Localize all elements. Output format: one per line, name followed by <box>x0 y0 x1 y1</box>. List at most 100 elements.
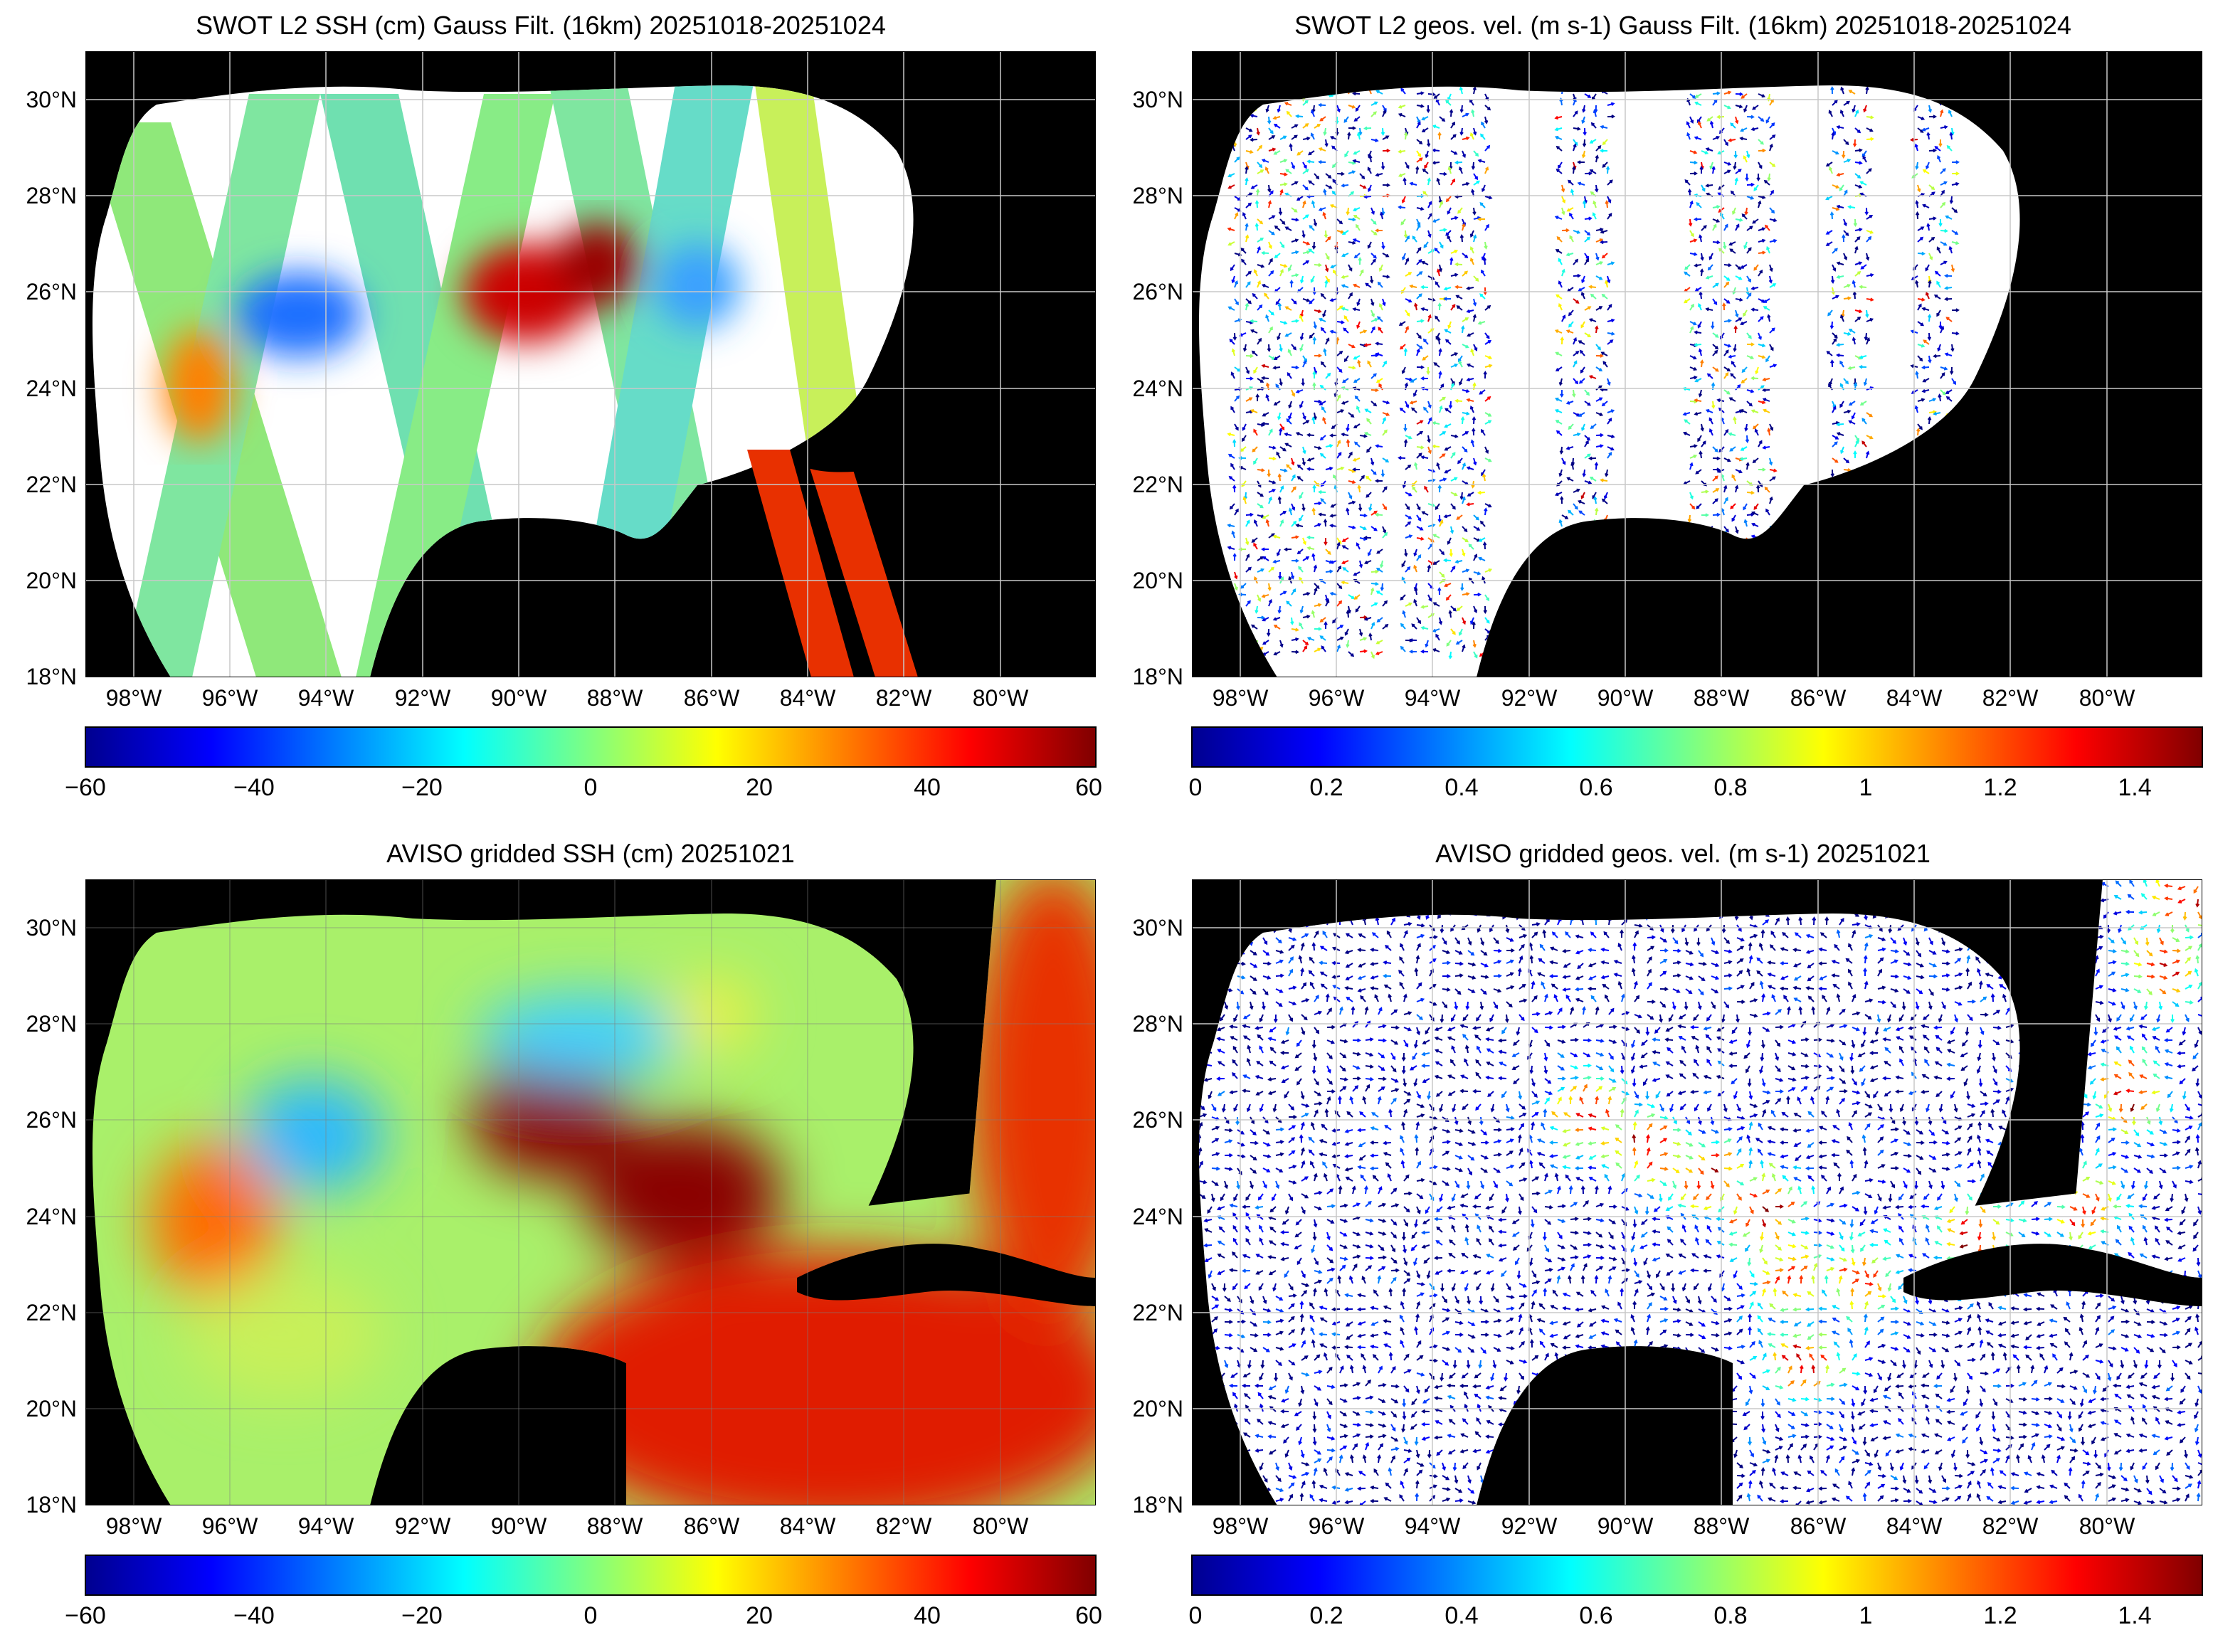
velocity-arrow <box>1318 160 1326 164</box>
velocity-arrow <box>1561 207 1565 216</box>
velocity-arrow <box>2165 911 2173 916</box>
velocity-arrow <box>2177 899 2186 904</box>
velocity-arrow <box>1938 218 1943 227</box>
velocity-arrow <box>1735 297 1743 302</box>
velocity-arrow <box>1405 401 1410 408</box>
velocity-arrow <box>1706 1046 1712 1054</box>
velocity-arrow <box>1378 303 1383 311</box>
velocity-arrow <box>1861 1039 1866 1048</box>
velocity-arrow <box>1447 537 1452 545</box>
velocity-arrow <box>1967 1148 1972 1156</box>
velocity-arrow <box>1977 1039 1982 1049</box>
velocity-arrow <box>1711 166 1716 174</box>
map-area <box>85 51 1096 677</box>
velocity-arrow <box>1769 344 1774 351</box>
lon-tick: 82°W <box>876 685 932 711</box>
lon-tick: 84°W <box>780 685 836 711</box>
lon-axis: 98°W 96°W 94°W 92°W 90°W 88°W 86°W 84°W … <box>106 1513 1029 1539</box>
velocity-arrow <box>1684 264 1691 270</box>
velocity-arrow <box>1945 396 1953 402</box>
velocity-arrow <box>1519 1113 1527 1118</box>
velocity-arrow <box>1245 202 1252 208</box>
velocity-arrow <box>1314 1010 1323 1015</box>
velocity-arrow <box>1668 1014 1674 1022</box>
velocity-arrow <box>1903 950 1911 956</box>
velocity-arrow <box>1754 428 1759 436</box>
velocity-arrow <box>1363 560 1372 565</box>
velocity-arrow <box>1325 599 1330 607</box>
velocity-arrow <box>1416 121 1421 129</box>
panel-aviso-vel: AVISO gridded geos. vel. (m s-1) 2025102… <box>1133 839 2203 1629</box>
velocity-arrow <box>1311 1065 1316 1074</box>
velocity-arrow <box>1588 1141 1597 1146</box>
velocity-arrow <box>1859 1065 1866 1072</box>
velocity-arrow <box>1694 398 1702 403</box>
velocity-arrow <box>1554 409 1563 413</box>
velocity-arrow <box>1403 1078 1407 1087</box>
velocity-arrow <box>1698 961 1707 966</box>
velocity-arrow <box>1326 1039 1335 1044</box>
velocity-arrow <box>1450 249 1459 254</box>
velocity-arrow <box>2197 923 2202 928</box>
velocity-arrow <box>1580 492 1585 499</box>
velocity-arrow <box>1359 173 1366 180</box>
velocity-arrow <box>1854 148 1863 152</box>
velocity-arrow <box>1689 238 1698 243</box>
velocity-arrow <box>1666 1091 1674 1097</box>
velocity-arrow <box>1634 1027 1641 1034</box>
velocity-arrow <box>1422 1039 1430 1044</box>
velocity-arrow <box>1359 628 1363 637</box>
velocity-arrow <box>1793 963 1802 968</box>
velocity-arrow <box>1748 1121 1753 1131</box>
velocity-arrow <box>1746 968 1751 977</box>
velocity-arrow <box>1946 1076 1955 1081</box>
velocity-arrow <box>1694 411 1702 416</box>
velocity-arrow <box>1291 628 1299 632</box>
velocity-arrow <box>1312 287 1316 295</box>
velocity-arrow <box>1362 1096 1366 1105</box>
velocity-arrow <box>1941 949 1950 954</box>
velocity-arrow <box>1852 922 1861 926</box>
velocity-arrow <box>1723 960 1733 965</box>
velocity-arrow <box>1253 366 1258 374</box>
velocity-arrow <box>1380 127 1385 136</box>
velocity-arrow <box>1347 132 1351 140</box>
velocity-arrow <box>1731 1078 1738 1085</box>
velocity-arrow <box>1647 1161 1653 1169</box>
velocity-arrow <box>1689 455 1698 459</box>
velocity-arrow <box>1484 105 1491 111</box>
velocity-arrow <box>1253 542 1258 550</box>
velocity-arrow <box>1748 1027 1752 1036</box>
velocity-arrow <box>1301 933 1309 938</box>
velocity-arrow <box>1562 1155 1571 1159</box>
velocity-arrow <box>1300 968 1305 977</box>
velocity-arrow <box>1306 535 1315 540</box>
velocity-arrow <box>1805 1166 1815 1171</box>
velocity-arrow <box>1432 534 1440 539</box>
velocity-arrow <box>1268 445 1277 450</box>
velocity-arrow <box>1940 260 1948 265</box>
velocity-arrow <box>1707 1103 1712 1112</box>
velocity-arrow <box>1728 354 1736 359</box>
velocity-arrow <box>1416 617 1421 625</box>
velocity-arrow <box>1928 974 1938 979</box>
velocity-arrow <box>1336 541 1341 550</box>
velocity-arrow <box>1665 1027 1674 1032</box>
velocity-arrow <box>1370 651 1375 660</box>
velocity-arrow <box>1400 623 1406 630</box>
velocity-arrow <box>1659 1103 1664 1112</box>
velocity-arrow <box>1299 332 1304 341</box>
velocity-arrow <box>1309 298 1315 305</box>
velocity-arrow <box>1370 388 1379 393</box>
velocity-arrow <box>1694 1103 1699 1112</box>
velocity-arrow <box>1439 396 1446 402</box>
velocity-arrow <box>1302 200 1306 208</box>
velocity-arrow <box>1253 457 1258 465</box>
velocity-arrow <box>1607 275 1611 284</box>
velocity-arrow <box>1685 1155 1694 1160</box>
velocity-arrow <box>1775 1009 1782 1015</box>
velocity-arrow <box>2133 988 2142 993</box>
velocity-arrow <box>1758 93 1765 98</box>
velocity-arrow <box>1712 512 1721 517</box>
velocity-arrow <box>1965 968 1970 977</box>
